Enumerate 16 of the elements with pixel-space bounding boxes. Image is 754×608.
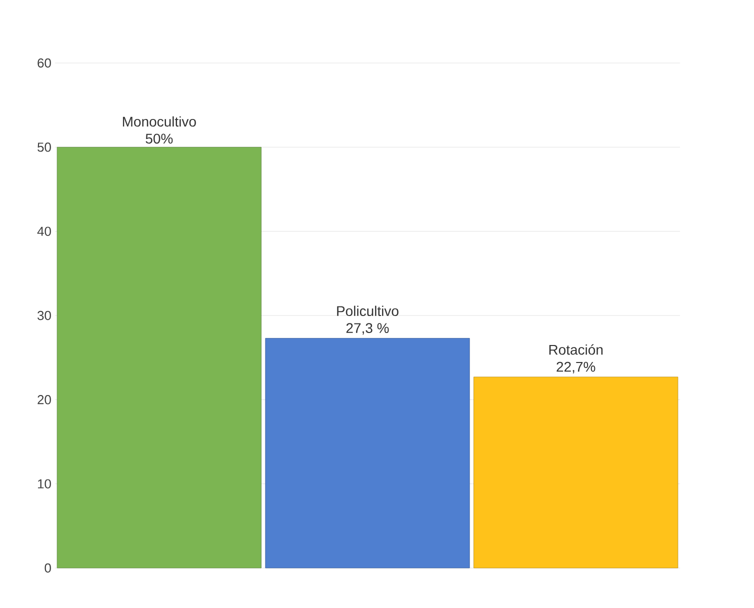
x-tick-label: Monocultivo: [122, 116, 196, 127]
y-tick-label: 10: [38, 479, 51, 488]
x-tick-label: Policultivo: [337, 306, 398, 316]
data-label: 50%: [146, 134, 173, 144]
y-tick-label: 30: [38, 310, 51, 320]
data-label: 22,7%: [556, 362, 596, 374]
y-tick-label: 40: [37, 226, 51, 236]
bar: [56, 146, 262, 568]
data-label: 27,3 %: [346, 323, 389, 335]
y-tick-label: 50: [38, 142, 51, 152]
y-tick-label: 0: [44, 563, 51, 573]
y-tick-label: 60: [38, 58, 51, 68]
bar: [265, 338, 470, 568]
x-tick-label: Rotación: [549, 344, 603, 355]
y-tick-label: 20: [38, 395, 51, 404]
bar: [474, 376, 678, 568]
